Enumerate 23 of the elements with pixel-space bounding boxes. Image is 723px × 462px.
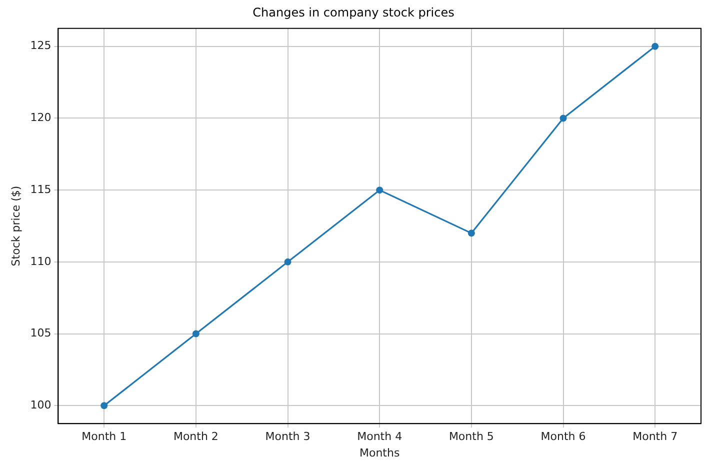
point (100, 402, 108, 410)
y-tick-label: 100 (30, 398, 52, 412)
point (652, 42, 659, 50)
x-tick-label: Month 4 (357, 430, 402, 444)
y-tick-label: 105 (30, 326, 52, 340)
point (284, 258, 292, 266)
point (192, 330, 200, 338)
x-axis-title: Months (359, 446, 400, 460)
chart-title: Changes in company stock prices (252, 5, 454, 20)
x-tick-label: Month 2 (173, 430, 218, 444)
y-tick-label: 110 (30, 254, 52, 268)
x-tick-label: Month 1 (82, 430, 127, 444)
point (560, 114, 567, 122)
y-tick-label: 125 (30, 39, 52, 52)
y-axis-title: Stock price ($) (9, 186, 22, 266)
y-tick-label: 120 (30, 111, 52, 124)
point (376, 186, 384, 194)
point (468, 230, 475, 237)
x-tick-label: Month 3 (265, 430, 310, 444)
x-tick-label: Month 5 (448, 430, 494, 444)
x-tick-label: Month 7 (632, 430, 678, 444)
y-tick-label: 115 (30, 182, 52, 196)
x-tick-label: Month 6 (540, 430, 586, 444)
